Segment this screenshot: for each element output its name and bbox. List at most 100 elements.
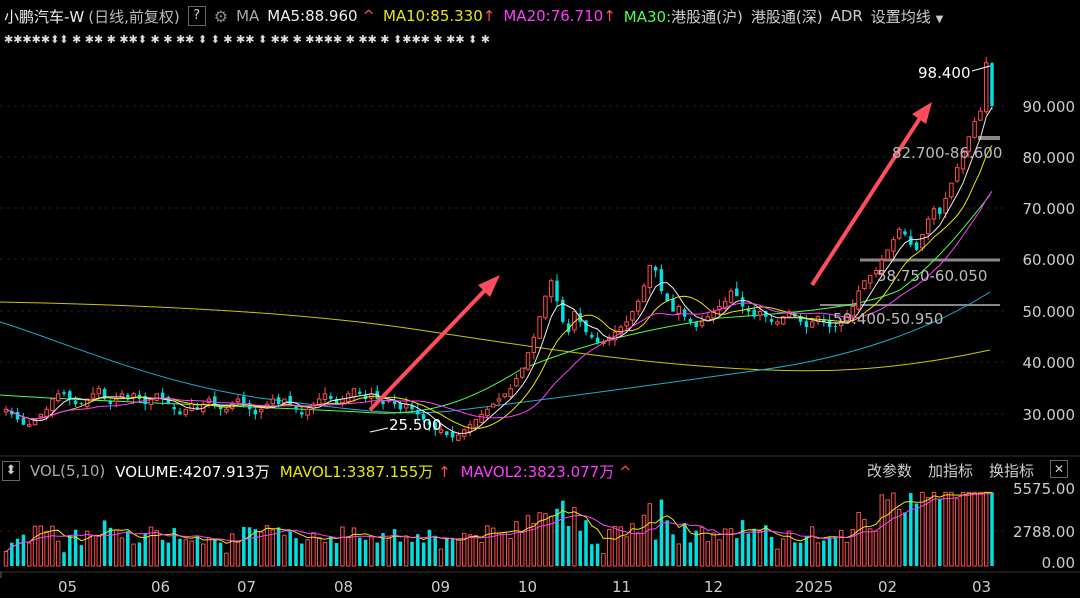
candle[interactable] bbox=[815, 314, 821, 326]
volume-bar[interactable] bbox=[555, 508, 559, 566]
volume-bar[interactable] bbox=[502, 531, 508, 567]
collapse-button[interactable]: ⬍ bbox=[2, 461, 20, 481]
volume-bar[interactable] bbox=[467, 534, 473, 567]
candle[interactable] bbox=[746, 305, 751, 317]
settings-ma-dropdown[interactable]: 设置均线 ▼ bbox=[870, 7, 944, 26]
volume-bar[interactable] bbox=[300, 543, 304, 566]
volume-bar[interactable] bbox=[537, 512, 542, 567]
volume-bar[interactable] bbox=[242, 526, 246, 566]
candle[interactable] bbox=[949, 182, 954, 200]
volume-bar[interactable] bbox=[833, 536, 838, 566]
candle[interactable] bbox=[966, 135, 972, 158]
volume-bar[interactable] bbox=[3, 551, 9, 567]
volume-bar[interactable] bbox=[26, 542, 32, 567]
volume-bar[interactable] bbox=[798, 542, 803, 566]
volume-bar[interactable] bbox=[270, 529, 276, 567]
volume-bar[interactable] bbox=[15, 538, 20, 566]
volume-bar[interactable] bbox=[113, 529, 119, 567]
candle[interactable] bbox=[519, 367, 525, 379]
candle[interactable] bbox=[920, 234, 925, 251]
volume-bar[interactable] bbox=[160, 539, 165, 566]
volume-bar[interactable] bbox=[90, 535, 96, 567]
volume-bar[interactable] bbox=[578, 530, 582, 566]
event-markers[interactable]: ✱✱✱✱✱⬍⬍ ✱ ✱✱ ✱ ✱✱⬍ ✱ ✱ ✱✱ ⬍ ⬍ ✱ ✱✱ ⬍ ✱✱ … bbox=[4, 33, 490, 46]
candle[interactable] bbox=[247, 399, 252, 417]
candle[interactable] bbox=[358, 387, 362, 396]
volume-bar[interactable] bbox=[735, 538, 739, 566]
adr-link[interactable]: ADR bbox=[830, 7, 863, 25]
candle[interactable] bbox=[15, 407, 20, 423]
volume-bar[interactable] bbox=[566, 525, 571, 566]
volume-bar[interactable] bbox=[595, 543, 600, 566]
candle[interactable] bbox=[978, 107, 983, 121]
volume-bar[interactable] bbox=[427, 529, 432, 566]
candle[interactable] bbox=[590, 331, 594, 340]
volume-bar[interactable] bbox=[896, 508, 902, 567]
volume-bar[interactable] bbox=[84, 530, 90, 567]
volume-bar[interactable] bbox=[850, 529, 856, 567]
candle[interactable] bbox=[903, 228, 907, 237]
candle[interactable] bbox=[502, 393, 508, 399]
volume-bar[interactable] bbox=[630, 523, 635, 567]
volume-bar[interactable] bbox=[938, 499, 942, 566]
candle[interactable] bbox=[525, 352, 531, 372]
volume-bar[interactable] bbox=[822, 540, 826, 566]
candle[interactable] bbox=[461, 428, 467, 440]
volume-bar[interactable] bbox=[590, 544, 594, 566]
volume-bar[interactable] bbox=[96, 535, 102, 567]
candle[interactable] bbox=[508, 384, 513, 400]
volume-bar[interactable] bbox=[485, 525, 490, 567]
candle[interactable] bbox=[55, 389, 61, 404]
volume-bar[interactable] bbox=[421, 542, 426, 566]
candle[interactable] bbox=[490, 402, 496, 408]
candle[interactable] bbox=[270, 394, 276, 407]
candle[interactable] bbox=[195, 402, 200, 410]
volume-bar[interactable] bbox=[311, 532, 316, 567]
volume-bar[interactable] bbox=[949, 491, 954, 567]
volume-bar[interactable] bbox=[288, 531, 292, 566]
candle[interactable] bbox=[671, 294, 675, 312]
candle[interactable] bbox=[990, 61, 994, 110]
volume-bar[interactable] bbox=[316, 537, 322, 567]
volume-bar[interactable] bbox=[276, 527, 281, 566]
candle[interactable] bbox=[873, 267, 879, 278]
candle[interactable] bbox=[943, 191, 948, 218]
gear-icon[interactable]: ⚙ bbox=[213, 6, 229, 26]
volume-bar[interactable] bbox=[55, 540, 61, 567]
candle[interactable] bbox=[827, 314, 832, 334]
volume-bar[interactable] bbox=[572, 507, 577, 567]
candle[interactable] bbox=[647, 264, 653, 295]
volume-bar[interactable] bbox=[920, 491, 925, 567]
volume-bar[interactable] bbox=[345, 536, 351, 567]
candle[interactable] bbox=[450, 426, 455, 442]
volume-bar[interactable] bbox=[543, 513, 548, 567]
volume-bar[interactable] bbox=[561, 500, 565, 566]
volume-bar[interactable] bbox=[213, 539, 217, 566]
volume-bar[interactable] bbox=[44, 530, 49, 567]
volume-bar[interactable] bbox=[398, 541, 403, 566]
volume-bar[interactable] bbox=[694, 530, 698, 566]
volume-bar[interactable] bbox=[624, 536, 629, 567]
volume-bar[interactable] bbox=[641, 514, 647, 567]
candle[interactable] bbox=[555, 274, 559, 307]
volume-bar[interactable] bbox=[369, 536, 374, 567]
candle[interactable] bbox=[676, 304, 682, 321]
candle[interactable] bbox=[300, 405, 304, 419]
candlestick-series[interactable] bbox=[3, 56, 994, 442]
candle[interactable] bbox=[537, 316, 542, 340]
candle[interactable] bbox=[224, 407, 229, 415]
volume-bar[interactable] bbox=[363, 539, 368, 566]
volume-bar[interactable] bbox=[531, 522, 537, 567]
candle[interactable] bbox=[653, 265, 658, 278]
volume-bar[interactable] bbox=[618, 526, 624, 567]
volume-bar[interactable] bbox=[722, 528, 728, 567]
volume-bar[interactable] bbox=[154, 530, 160, 567]
volume-bar[interactable] bbox=[143, 532, 147, 566]
volume-bar[interactable] bbox=[102, 520, 107, 566]
volume-bar[interactable] bbox=[780, 538, 786, 567]
candle[interactable] bbox=[253, 406, 258, 420]
volume-bar[interactable] bbox=[479, 542, 484, 567]
stock-name[interactable]: 小鹏汽车-W bbox=[4, 7, 85, 26]
candle[interactable] bbox=[769, 315, 774, 326]
candle[interactable] bbox=[288, 391, 292, 406]
